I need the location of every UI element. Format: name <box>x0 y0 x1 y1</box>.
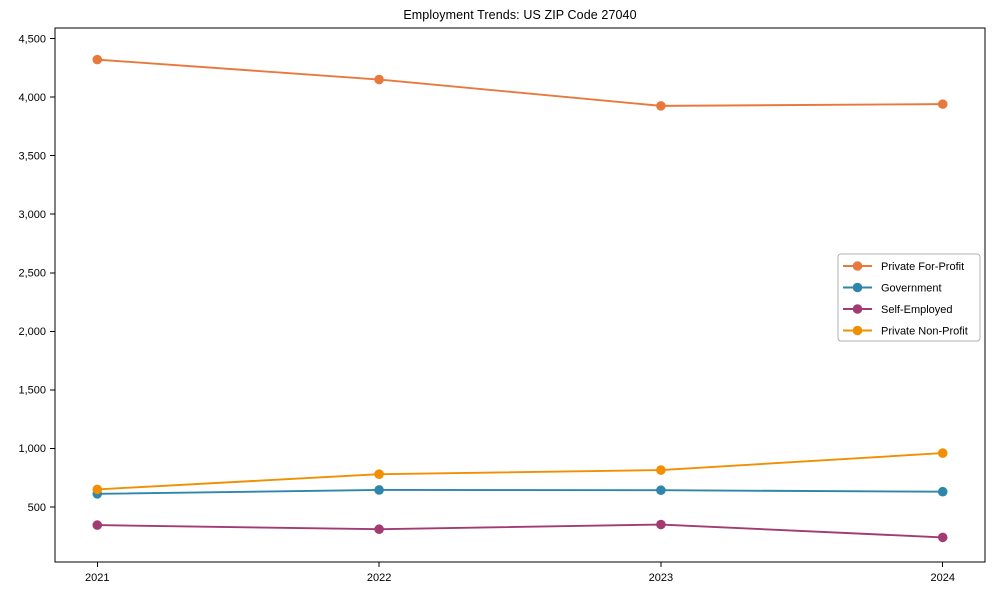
y-tick-label: 500 <box>28 502 46 514</box>
legend-item-private-non-profit: Private Non-Profit <box>843 325 968 337</box>
series-line-self-employed <box>96 523 944 539</box>
legend-marker <box>852 261 863 271</box>
series-line-private-for-profit <box>96 58 944 107</box>
data-point-self-employed-2022 <box>374 524 384 535</box>
y-tick-label: 1,000 <box>18 443 46 455</box>
y-tick-label: 3,500 <box>18 150 46 162</box>
legend-item-self-employed: Self-Employed <box>843 304 953 316</box>
data-point-private-non-profit-2021 <box>92 484 103 495</box>
legend-label: Private For-Profit <box>881 261 964 273</box>
series-private-for-profit <box>92 54 948 111</box>
data-point-private-for-profit-2021 <box>92 54 103 65</box>
data-point-private-for-profit-2022 <box>374 74 384 85</box>
legend: Private For-Profit Government Self-Employe… <box>837 253 981 342</box>
y-tick-label: 2,000 <box>18 326 46 338</box>
legend-label: Private Non-Profit <box>881 325 968 337</box>
series-private-non-profit <box>92 448 948 495</box>
y-tick-label: 4,000 <box>18 92 46 104</box>
data-point-private-non-profit-2023 <box>656 465 666 475</box>
x-tick-label: 2023 <box>649 572 673 584</box>
data-point-government-2024 <box>937 486 948 497</box>
data-point-private-for-profit-2024 <box>937 99 948 109</box>
series-line-private-non-profit <box>96 452 944 491</box>
data-point-self-employed-2021 <box>92 520 103 530</box>
legend-label: Government <box>881 282 942 294</box>
x-tick-label: 2024 <box>930 572 954 584</box>
legend-item-private-for-profit: Private For-Profit <box>843 261 964 273</box>
data-point-private-non-profit-2022 <box>374 469 384 479</box>
y-tick-label: 4,500 <box>18 33 46 45</box>
x-tick-label: 2021 <box>85 572 109 584</box>
series-government <box>92 485 948 499</box>
series-line-government <box>96 489 944 495</box>
chart-title: Employment Trends: US ZIP Code 27040 <box>403 8 637 22</box>
data-point-government-2023 <box>656 485 666 496</box>
data-point-self-employed-2024 <box>937 532 948 543</box>
legend-label: Self-Employed <box>881 304 953 316</box>
data-point-private-for-profit-2023 <box>656 101 666 111</box>
legend-item-government: Government <box>843 282 942 294</box>
x-tick-label: 2022 <box>367 572 391 584</box>
y-tick-label: 2,500 <box>18 268 46 280</box>
data-point-government-2022 <box>374 485 384 495</box>
y-tick-label: 1,500 <box>18 385 46 397</box>
legend-marker <box>852 304 863 314</box>
data-point-private-non-profit-2024 <box>937 448 948 458</box>
series-self-employed <box>92 519 948 543</box>
legend-marker <box>852 282 863 293</box>
y-tick-label: 3,000 <box>18 209 46 221</box>
plot-border <box>54 27 986 563</box>
legend-marker <box>852 325 863 336</box>
legend-box <box>837 253 981 342</box>
data-point-self-employed-2023 <box>656 519 666 530</box>
